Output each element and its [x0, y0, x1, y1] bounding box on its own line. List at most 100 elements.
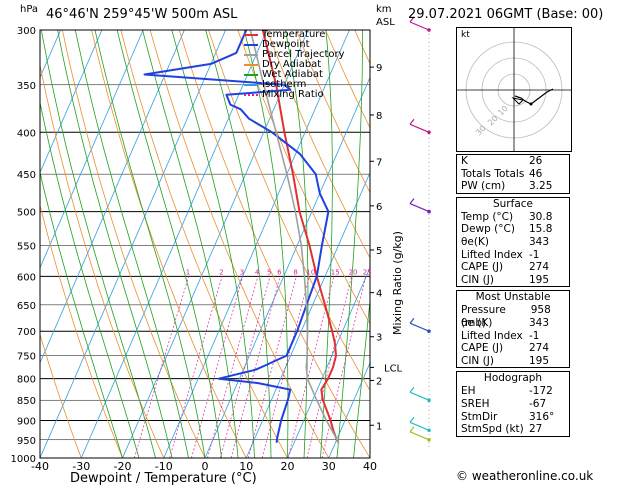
- surface-value: 343: [529, 235, 550, 248]
- wet-adiabat-line: [94, 30, 206, 458]
- legend-label: Mixing Ratio: [262, 89, 324, 100]
- mixing-ratio-line: [306, 276, 352, 458]
- legend: Temperature Dewpoint Parcel Trajectory Dry …: [244, 30, 345, 100]
- wet-adiabat-line: [353, 297, 370, 458]
- most-unstable-label: CAPE (J): [461, 342, 504, 355]
- surface-row: CAPE (J) 274: [457, 261, 569, 274]
- asl-unit-label: ASL: [376, 17, 395, 28]
- wet-adiabat-line: [205, 30, 272, 458]
- x-tick-label: -20: [114, 460, 132, 473]
- hodograph-index-value: 316°: [529, 410, 555, 423]
- index-row: Totals Totals 46: [457, 168, 569, 181]
- km-tick-label: 1: [376, 421, 382, 432]
- legend-swatch: [244, 44, 258, 46]
- dry-adiabat-line: [208, 30, 370, 392]
- km-tick-label: 2: [376, 376, 382, 387]
- x-axis-label: Dewpoint / Temperature (°C): [70, 471, 257, 486]
- legend-label: Dry Adiabat: [262, 59, 322, 70]
- hodograph-index-row: EH -172: [457, 385, 569, 398]
- legend-item: Mixing Ratio: [244, 90, 345, 100]
- lcl-label: LCL: [384, 363, 403, 374]
- hodograph-index-label: StmDir: [461, 410, 498, 423]
- dry-adiabat-line: [120, 30, 288, 458]
- km-tick-label: 4: [376, 289, 382, 300]
- location-title: 46°46'N 259°45'W 500m ASL: [46, 7, 238, 22]
- legend-swatch: [244, 74, 258, 76]
- index-label: PW (cm): [461, 180, 506, 193]
- wind-barb-flag: [409, 317, 415, 324]
- x-tick-label: -30: [72, 460, 90, 473]
- hodograph-ring-label: 10: [496, 104, 510, 118]
- most-unstable-value: 195: [529, 354, 550, 367]
- hodograph-index-label: EH: [461, 385, 476, 398]
- surface-value: 15.8: [529, 223, 553, 236]
- most-unstable-row: CAPE (J) 274: [457, 342, 569, 355]
- most-unstable-value: -1: [529, 329, 540, 342]
- most-unstable-value: 274: [529, 342, 550, 355]
- wind-barb-flag: [409, 426, 415, 433]
- y-tick-label: 950: [17, 436, 36, 447]
- surface-row: θe(K) 343: [457, 236, 569, 249]
- index-row: PW (cm) 3.25: [457, 180, 569, 193]
- most-unstable-value: 343: [529, 316, 550, 329]
- surface-row: Dewp (°C) 15.8: [457, 223, 569, 236]
- surface-label: Dewp (°C): [461, 223, 515, 236]
- x-tick-label: 10: [239, 460, 253, 473]
- hpa-unit-label: hPa: [20, 4, 39, 15]
- legend-item: Temperature: [244, 30, 345, 40]
- isotherm-line: [80, 30, 268, 458]
- hodograph-indices-title: Hodograph: [483, 372, 543, 385]
- wind-barb-base: [427, 28, 431, 32]
- x-tick-label: -40: [31, 460, 49, 473]
- wind-barb: [409, 322, 430, 332]
- legend-swatch: [244, 54, 258, 56]
- legend-label: Isotherm: [262, 79, 307, 90]
- legend-item: Wet Adiabat: [244, 70, 345, 80]
- series-parcel-trajectory: [249, 30, 340, 444]
- mixing-ratio-line: [220, 276, 271, 458]
- hodograph-index-row: StmSpd (kt) 27: [457, 423, 569, 436]
- mixing-ratio-line: [248, 276, 297, 458]
- hodograph-index-label: StmSpd (kt): [461, 423, 524, 436]
- dry-adiabat-line: [40, 333, 82, 458]
- wind-barb: [409, 203, 430, 213]
- indices-top-block: K 26 Totals Totals 46 PW (cm) 3.25: [456, 154, 570, 194]
- km-tick-label: 7: [376, 157, 382, 168]
- most-unstable-row: CIN (J) 195: [457, 355, 569, 368]
- surface-value: 274: [529, 261, 550, 274]
- hodograph-index-value: -172: [529, 385, 553, 398]
- series-temperature: [261, 30, 340, 444]
- hodograph-ring-label: 30: [474, 124, 488, 138]
- y-tick-label: 750: [17, 352, 36, 363]
- mixing-ratio-label: 8: [293, 268, 297, 276]
- legend-label: Temperature: [262, 29, 326, 40]
- wet-adiabat-line: [116, 30, 222, 458]
- surface-row: Lifted Index -1: [457, 249, 569, 262]
- dry-adiabat-line: [40, 203, 123, 458]
- surface-title: Surface: [492, 197, 533, 210]
- credit-text: © weatheronline.co.uk: [456, 469, 594, 483]
- most-unstable-label: CIN (J): [461, 354, 494, 367]
- mixing-ratio-line: [169, 276, 223, 458]
- x-tick-label: 30: [322, 460, 336, 473]
- mixing-ratio-label: 1: [186, 268, 190, 276]
- y-tick-label: 850: [17, 396, 36, 407]
- mixing-ratio-line: [261, 276, 310, 458]
- km-tick-label: 9: [376, 63, 382, 74]
- wind-barb: [409, 123, 430, 133]
- wet-adiabat-line: [171, 30, 255, 458]
- index-value: 46: [529, 167, 543, 180]
- mixing-ratio-label: 3: [240, 268, 244, 276]
- storm-motion-arrow: [511, 97, 525, 105]
- wet-adiabat-line: [285, 30, 309, 458]
- legend-item: Dewpoint: [244, 40, 345, 50]
- wet-adiabat-line: [243, 30, 289, 458]
- y-tick-label: 400: [17, 128, 36, 139]
- isotherm-line: [40, 30, 226, 458]
- wind-barb-base: [427, 428, 431, 433]
- wet-adiabat-line: [336, 30, 363, 458]
- y-tick-label: 600: [17, 272, 36, 283]
- series-dewpoint: [143, 30, 330, 443]
